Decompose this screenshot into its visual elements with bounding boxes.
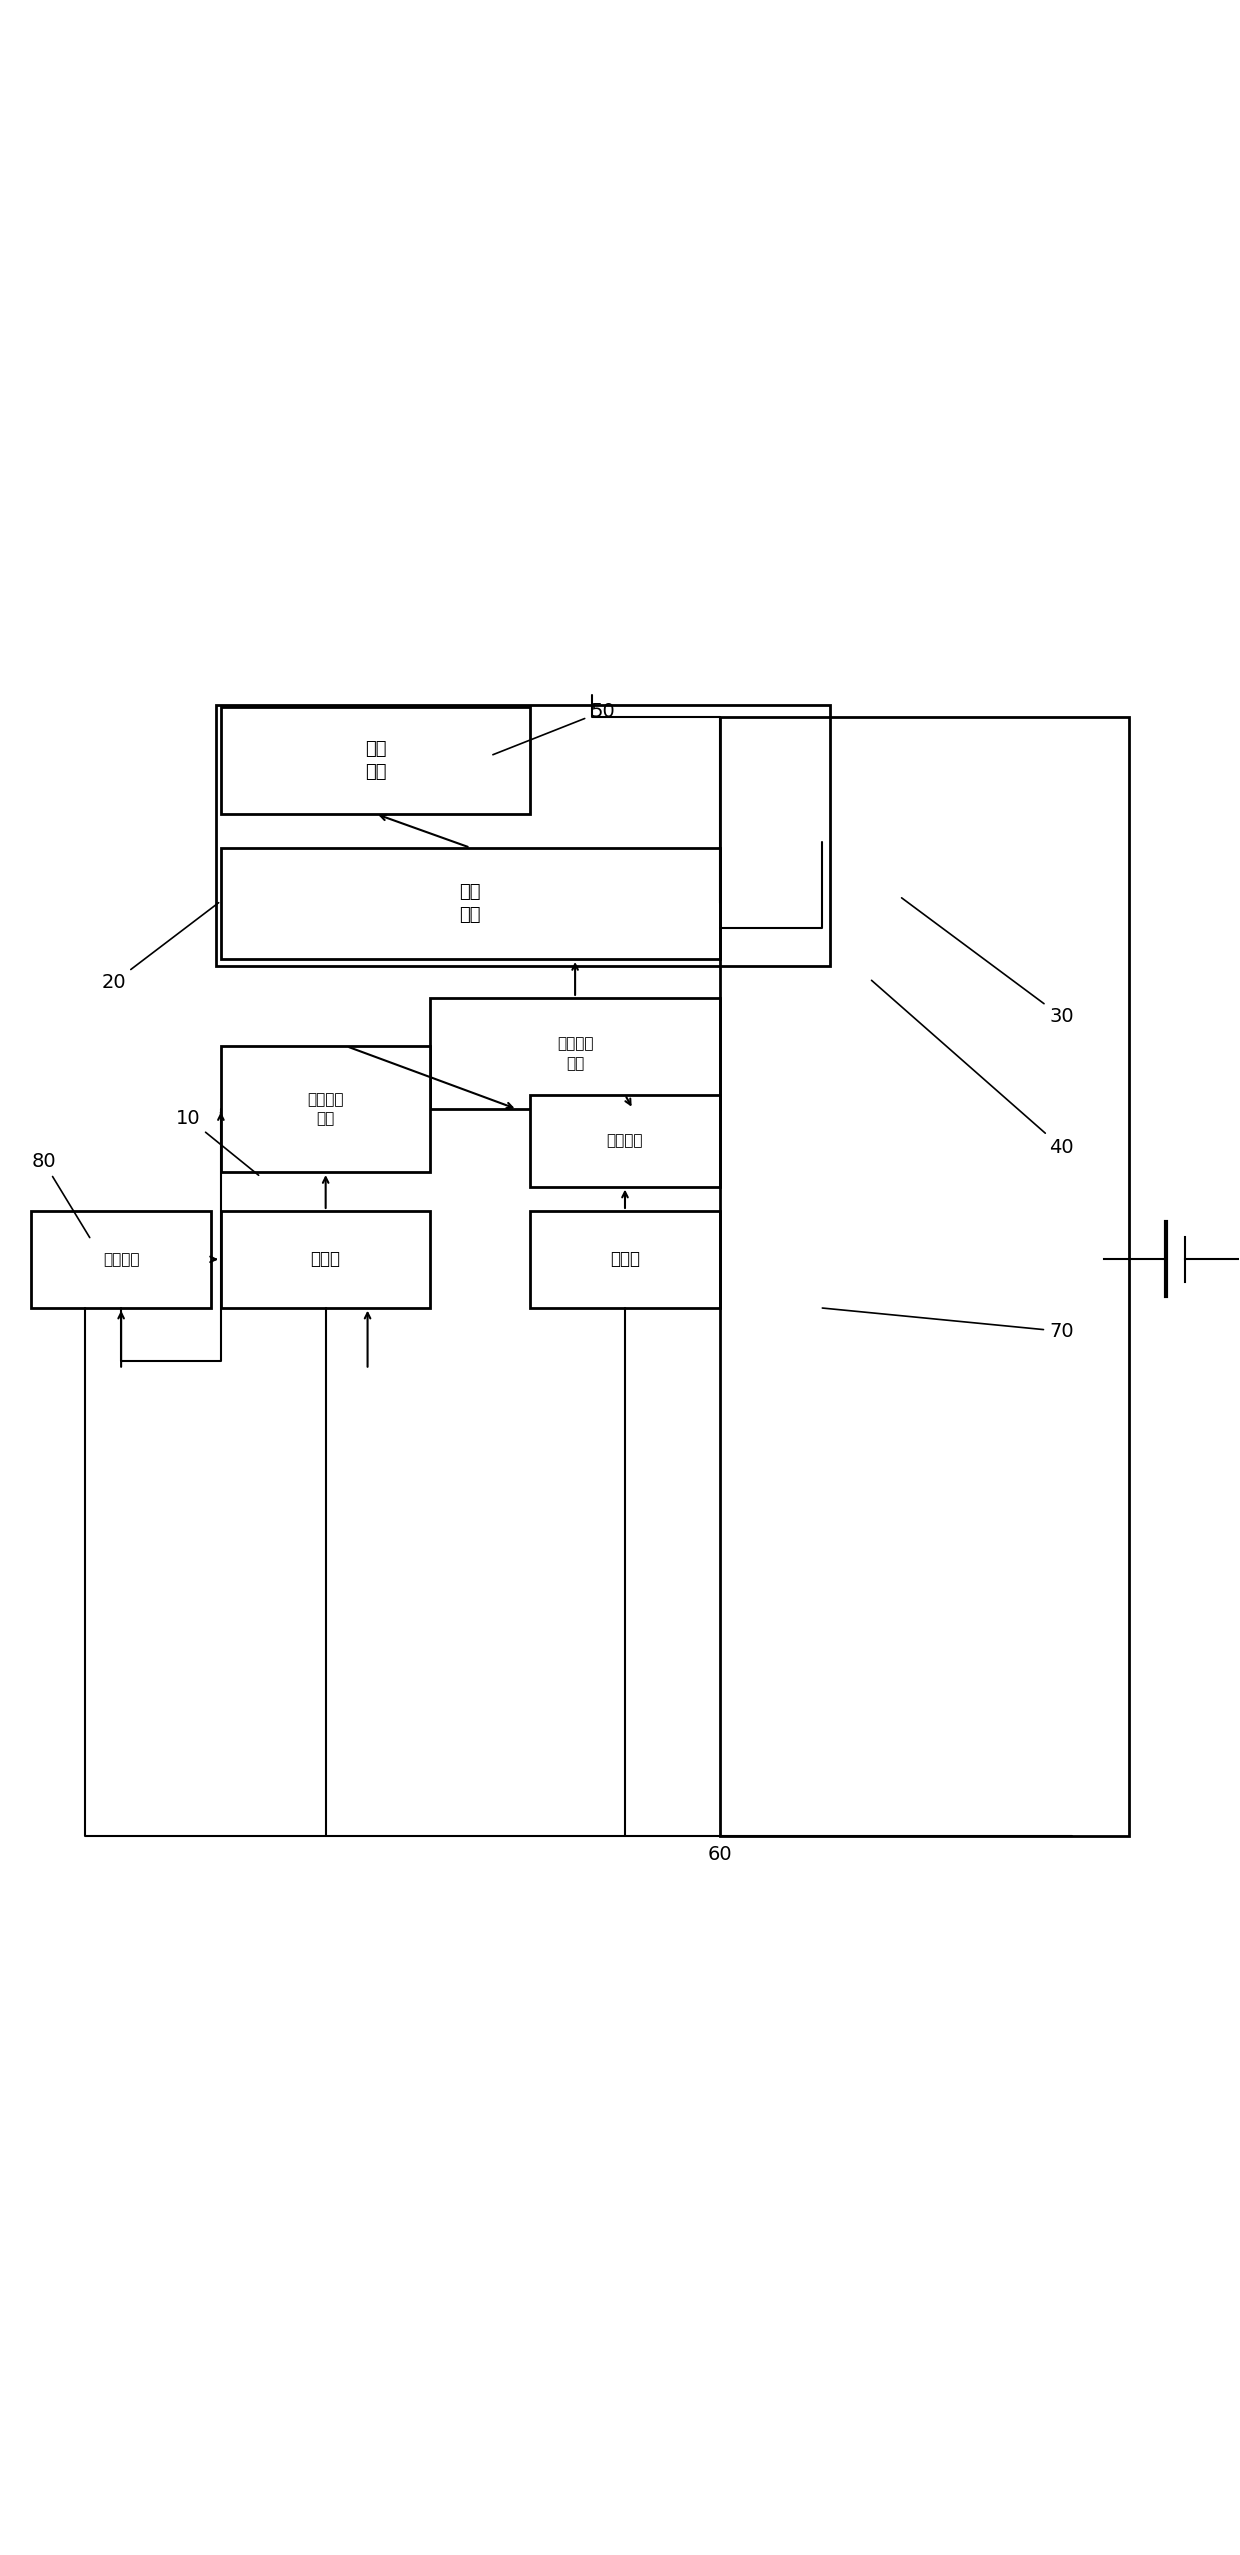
FancyBboxPatch shape [221,848,719,958]
Text: 逻辑或门
电路: 逻辑或门 电路 [557,1037,594,1071]
Text: 70: 70 [822,1308,1074,1341]
Text: 电源
电路: 电源 电路 [460,881,481,925]
Text: 选择电路: 选择电路 [103,1252,139,1267]
FancyBboxPatch shape [221,708,531,815]
Text: 滤波电路: 滤波电路 [606,1134,644,1147]
FancyBboxPatch shape [531,1211,719,1308]
Text: 80: 80 [31,1152,89,1237]
Text: 基准比较
电路: 基准比较 电路 [308,1091,343,1127]
Text: 蓄电池: 蓄电池 [610,1249,640,1267]
Text: 50: 50 [492,703,615,754]
FancyBboxPatch shape [221,1048,430,1173]
Text: 主控
电路: 主控 电路 [365,741,387,782]
Text: 60: 60 [708,1845,732,1865]
Text: 10: 10 [176,1109,259,1175]
FancyBboxPatch shape [221,1211,430,1308]
Text: 30: 30 [901,897,1074,1027]
FancyBboxPatch shape [31,1211,211,1308]
Text: 40: 40 [872,981,1074,1157]
FancyBboxPatch shape [430,999,719,1109]
FancyBboxPatch shape [531,1094,719,1186]
Text: 20: 20 [102,902,218,991]
Text: 光伏板: 光伏板 [311,1249,341,1267]
